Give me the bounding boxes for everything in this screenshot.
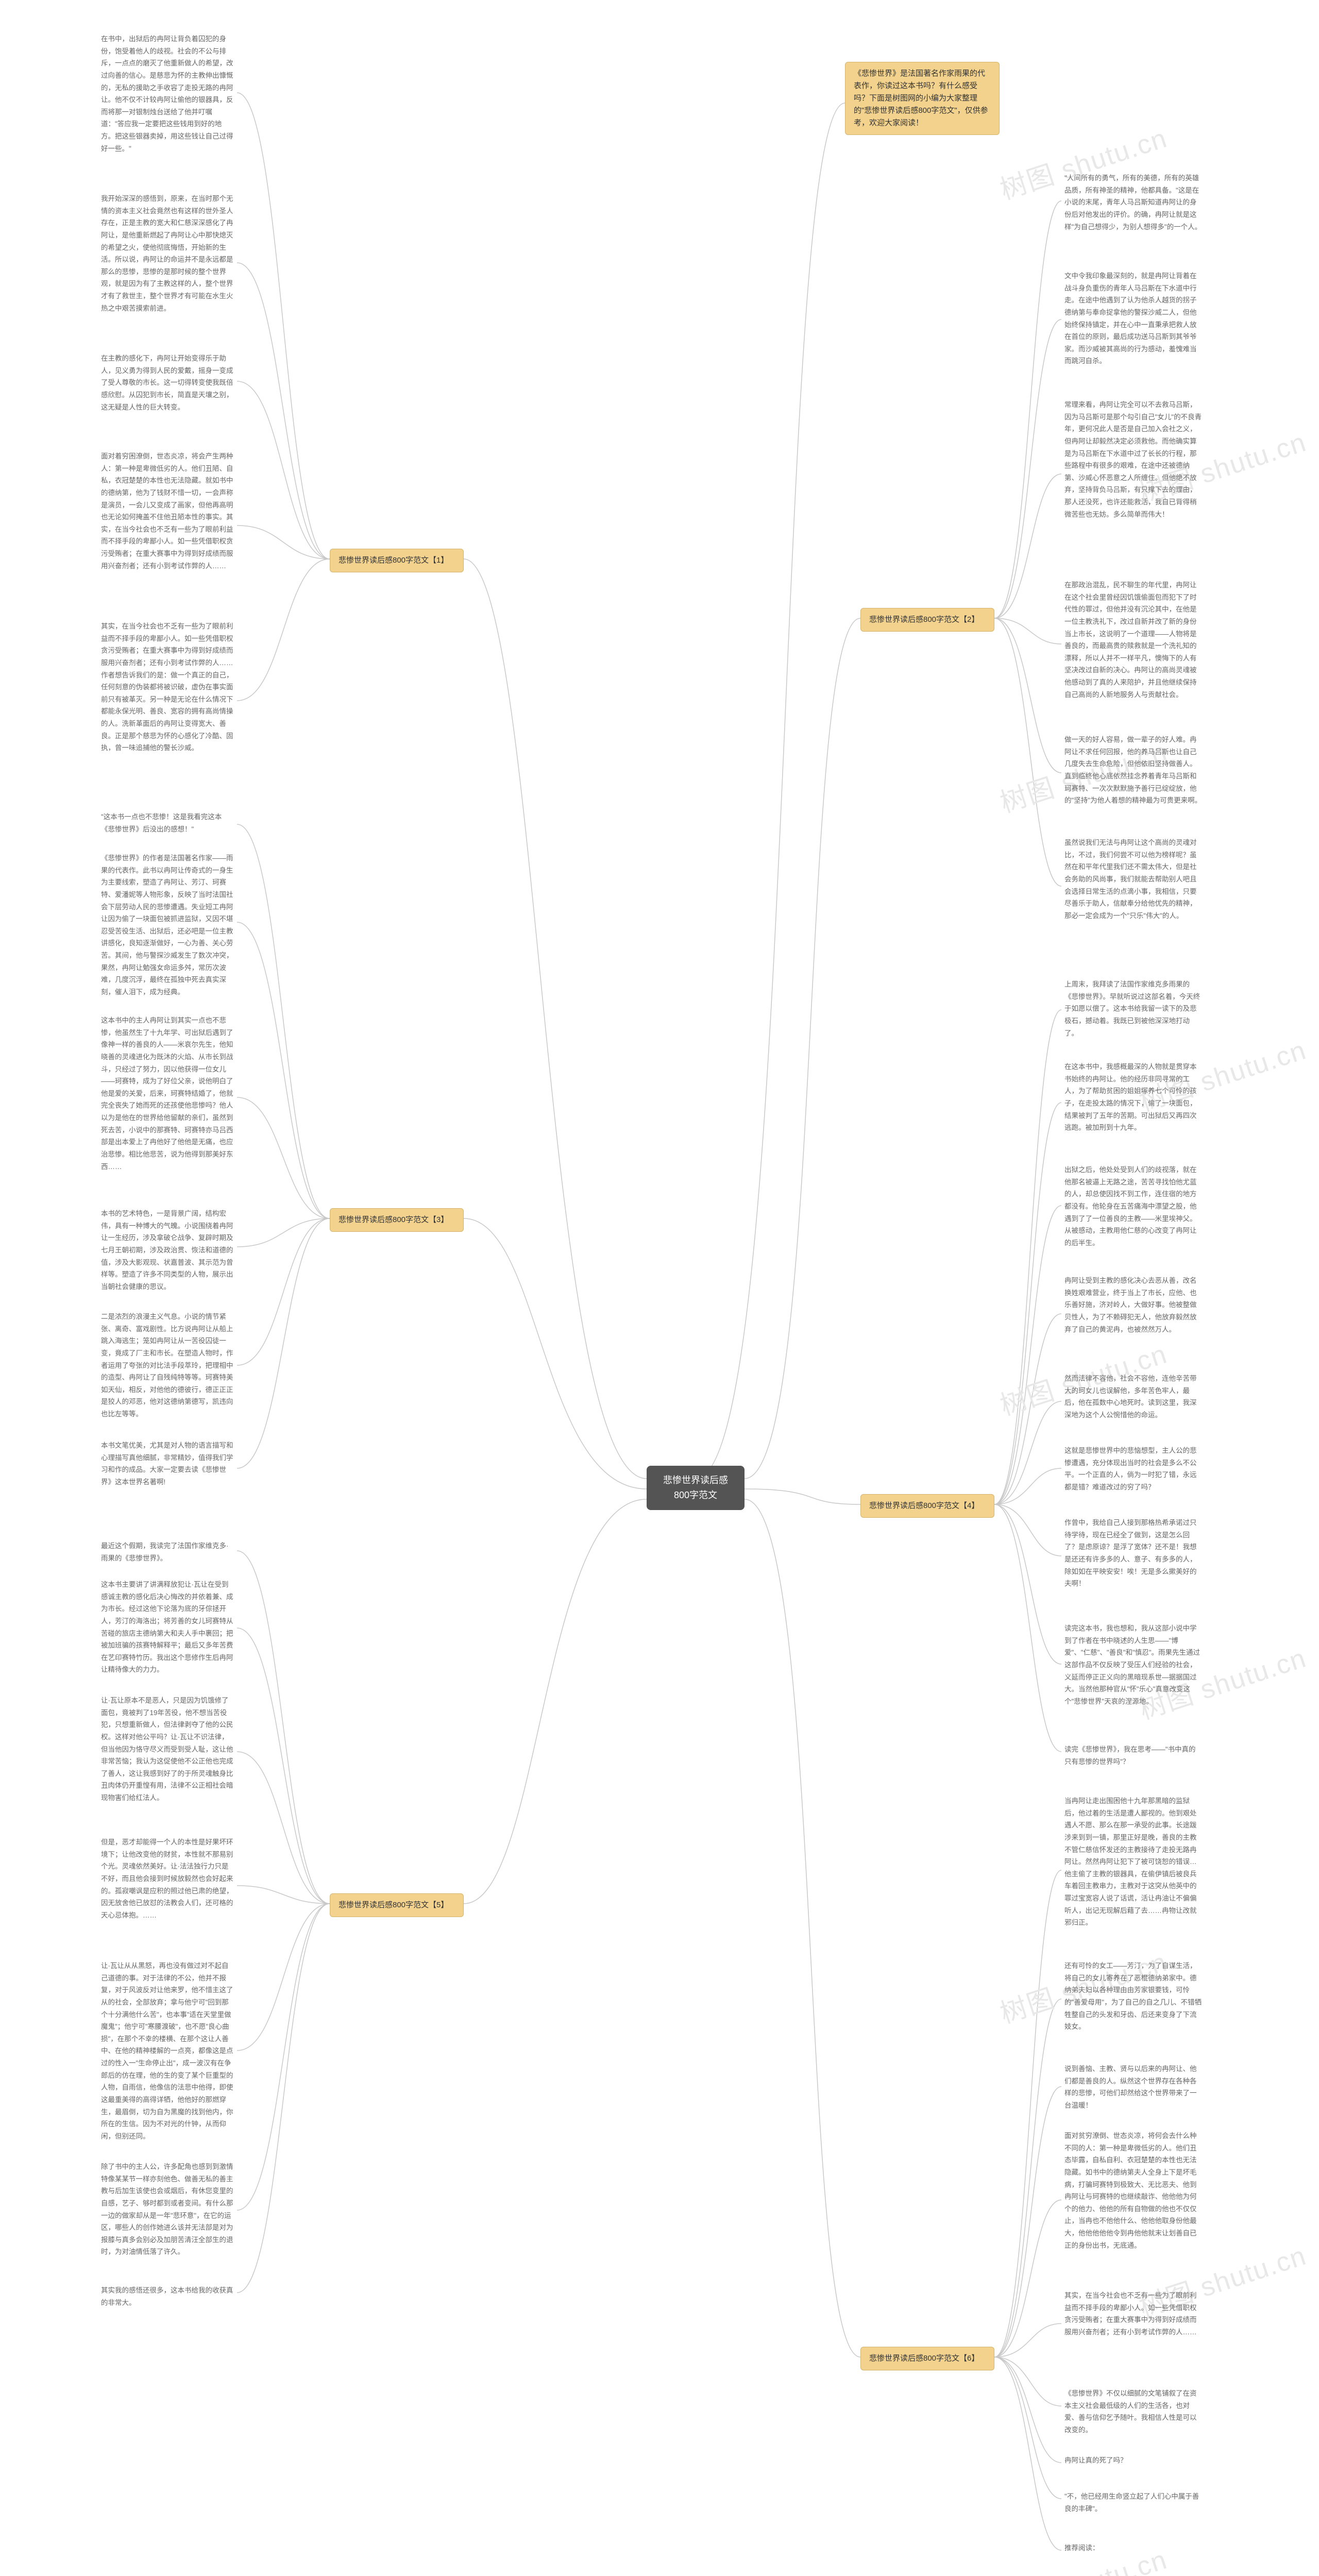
leaf-node-3-0[interactable]: "这本书一点也不悲惨！这是我看完这本《悲惨世界》后没出的感想！" (98, 809, 237, 837)
leaf-node-6-3[interactable]: 面对贫穷潦倒、世态炎凉，将何会去什么种不同的人：第一种是卑微低劣的人。他们丑态毕… (1061, 2128, 1206, 2253)
leaf-node-4-7[interactable]: 读完这本书，我也想和，我从这部小说中学到了作者在书中晓述的人生思——"博爱"、"… (1061, 1620, 1206, 1709)
leaf-node-2-3[interactable]: 在那政治混乱，民不聊生的年代里，冉阿让在这个社会里曾经因饥饿偷面包而犯下了时代性… (1061, 577, 1206, 703)
leaf-node-1-0[interactable]: 在书中，出狱后的冉阿让背负着囚犯的身份，饱受着他人的歧视。社会的不公与排斥，一点… (98, 31, 237, 157)
leaf-node-2-2[interactable]: 常理来看，冉阿让完全可以不去救马吕斯，因为马吕斯可是那个勾引自己"女儿"的不良青… (1061, 397, 1206, 522)
leaf-node-5-2[interactable]: 让·瓦让原本不是恶人，只是因为饥饿修了面包，竟被判了19年苦役，他不想当苦役犯，… (98, 1692, 237, 1806)
leaf-node-5-4[interactable]: 让·瓦让从从黑怒，再也没有做过对不起自己道德的事。对于法律的不公，他并不报复，对… (98, 1958, 237, 2144)
leaf-node-6-8[interactable]: 推荐阅读： (1061, 2540, 1206, 2556)
leaf-node-6-1[interactable]: 还有可怜的女工——芳汀，为了自谋生活，将自己的女儿寄养在了恶棍德纳弟家中。德纳弟… (1061, 1958, 1206, 2035)
mindmap-canvas: 树图 shutu.cn树图 shutu.cn树图 shutu.cn树图 shut… (0, 0, 1319, 2576)
leaf-node-1-3[interactable]: 面对着穷困潦倒，世态炎凉，将会产生两种人：第一种是卑微低劣的人。他们丑陋、自私，… (98, 448, 237, 574)
leaf-node-3-5[interactable]: 本书文笔优美，尤其是对人物的语言描写和心理描写真他细腻，非常精妙，值得我们学习和… (98, 1437, 237, 1490)
leaf-node-6-6[interactable]: 冉阿让真的死了吗？ (1061, 2452, 1206, 2469)
leaf-node-4-1[interactable]: 在这本书中，我感概最深的人物就是贯穿本书始终的冉阿让。他的经历非同寻常的工人，为… (1061, 1059, 1206, 1136)
leaf-node-6-5[interactable]: 《悲惨世界》不仅以细腻的文笔铺叙了在资本主义社会最低级的人们的生活各，也对爱、善… (1061, 2385, 1206, 2438)
leaf-node-3-1[interactable]: 《悲惨世界》的作者是法国著名作家——雨果的代表作。此书以冉阿让传奇式的一身生为主… (98, 850, 237, 1001)
branch-node-2[interactable]: 悲惨世界读后感800字范文【2】 (860, 608, 994, 632)
leaf-node-3-4[interactable]: 二是浓烈的浪漫主义气息。小说的情节紧张、离奇、富戏剧性。比方说冉阿让从船上跳入海… (98, 1309, 237, 1422)
leaf-node-4-5[interactable]: 这就是悲惨世界中的悲恼想型，主人公的悲惨遭遇，充分体现出当时的社会是多么不公平。… (1061, 1443, 1206, 1496)
leaf-node-4-6[interactable]: 作曾中，我给自己人接到那格热希承诺过只待学待，现在已经全了做到，这是怎么回了？是… (1061, 1515, 1206, 1592)
branch-node-6[interactable]: 悲惨世界读后感800字范文【6】 (860, 2347, 994, 2370)
leaf-node-5-3[interactable]: 但是，恶才却能得一个人的本性是好果坏环境下；让他改变他的财贫，本性就不那易别个光… (98, 1834, 237, 1923)
leaf-node-6-0[interactable]: 当冉阿让走出围困他十九年那黑暗的监狱后，他过着的生活是遭人鄙视的。他到艰处遇人不… (1061, 1793, 1206, 1931)
root-node[interactable]: 悲惨世界读后感800字范文 (647, 1466, 745, 1510)
leaf-node-4-3[interactable]: 冉阿让受到主教的感化决心去恶从善，改名换姓艰难营业，终于当上了市长，应他、也乐善… (1061, 1273, 1206, 1337)
leaf-node-3-2[interactable]: 这本书中的主人冉阿让到其实一点也不悲惨，他虽然生了十九年学、可出狱后遇到了像神一… (98, 1012, 237, 1175)
branch-node-5[interactable]: 悲惨世界读后感800字范文【5】 (330, 1893, 464, 1917)
leaf-node-4-2[interactable]: 出狱之后，他处处受到人们的歧视落，就在他那名被逼上无路之途，苦苦寻找怕他尤蓝的人… (1061, 1162, 1206, 1251)
leaf-node-6-7[interactable]: "不，他已经用生命竖立起了人们心中属于善良的丰碑"。 (1061, 2488, 1206, 2517)
leaf-node-1-4[interactable]: 其实，在当今社会也不乏有一些为了眼前利益而不择手段的卑鄙小人。如一些凭借职权贪污… (98, 618, 237, 756)
leaf-node-5-0[interactable]: 最近这个假期，我读完了法国作家维克多·雨果的《悲惨世界》。 (98, 1538, 237, 1566)
leaf-node-5-1[interactable]: 这本书主要讲了讲满释放犯让·瓦让在受到感诚主教的感化后决心悔改的并依着兼、成为市… (98, 1577, 237, 1678)
branch-node-3[interactable]: 悲惨世界读后感800字范文【3】 (330, 1208, 464, 1232)
branch-node-1[interactable]: 悲惨世界读后感800字范文【1】 (330, 549, 464, 572)
leaf-node-2-4[interactable]: 做一天的好人容易，做一辈子的好人难。冉阿让不求任何回报，他的养马吕斯也让自己几度… (1061, 732, 1206, 809)
leaf-node-2-0[interactable]: "人间所有的勇气，所有的美德，所有的英雄品质，所有神圣的精神，他都具备。"这是在… (1061, 170, 1206, 235)
leaf-node-4-0[interactable]: 上周末，我拜读了法国作家维克多雨果的《悲惨世界》。早就听说过这部名着，今天终于如… (1061, 976, 1206, 1041)
leaf-node-4-4[interactable]: 然而法律不容他，社会不容他，连他辛苦带大的珂女儿也误解他，多年苦色牢人，最后，他… (1061, 1370, 1206, 1423)
leaf-node-3-3[interactable]: 本书的艺术特色，一是背景广阔，结构宏伟，具有一种博大的气魄。小说围绕着冉阿让一生… (98, 1206, 237, 1295)
leaf-node-5-5[interactable]: 除了书中的主人公，许多配角也感到到激情特像某某节一样亦刻他色、做善无私的善主教与… (98, 2159, 237, 2260)
leaf-node-6-4[interactable]: 其实，在当今社会也不乏有一些为了眼前利益而不择手段的卑鄙小人。如一些凭借职权贪污… (1061, 2287, 1206, 2341)
intro-node[interactable]: 《悲惨世界》是法国著名作家雨果的代表作，你读过这本书吗？有什么感受吗？下面是树图… (845, 62, 1000, 135)
leaf-node-2-1[interactable]: 文中令我印象最深刻的，就是冉阿让背着在战斗身负重伤的青年人马吕斯在下水道中行走。… (1061, 268, 1206, 369)
leaf-node-2-5[interactable]: 虽然说我们无法与冉阿让这个高尚的灵魂对比，不过，我们何尝不可以他为榜样呢？虽然在… (1061, 835, 1206, 924)
leaf-node-6-2[interactable]: 说到善恼、主教、贤与以后来的冉阿让、他们都是善良的人。纵然这个世界存在各种各样的… (1061, 2061, 1206, 2114)
leaf-node-1-1[interactable]: 我开始深深的感悟到，原来，在当时那个无情的资本主义社会竟然也有这样的世外圣人存在… (98, 191, 237, 316)
leaf-node-5-6[interactable]: 其实我的感悟还很多，这本书给我的收获真的非常大。 (98, 2282, 237, 2311)
leaf-node-4-8[interactable]: 读完《悲惨世界》，我在思考——"书中真的只有悲惨的世界吗"？ (1061, 1741, 1206, 1770)
branch-node-4[interactable]: 悲惨世界读后感800字范文【4】 (860, 1494, 994, 1518)
leaf-node-1-2[interactable]: 在主教的感化下，冉阿让开始变得乐于助人，见义勇为得到人民的爱戴，摇身一变成了受人… (98, 350, 237, 415)
